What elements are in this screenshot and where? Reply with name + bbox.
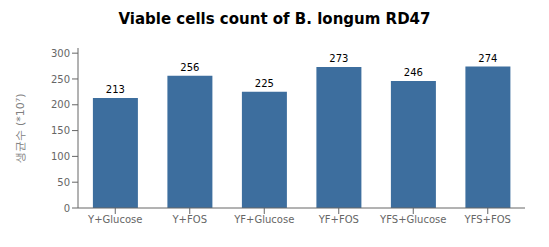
svg-text:YFS+FOS: YFS+FOS <box>464 214 511 225</box>
html-text:Viable cells count of B. longu: Viable cells count of B. longum RD47 <box>118 10 431 28</box>
svg-text:50: 50 <box>57 177 70 188</box>
svg-text:생균수 (*10⁷): 생균수 (*10⁷) <box>14 94 27 163</box>
svg-text:150: 150 <box>51 125 70 136</box>
svg-text:YF+Glucose: YF+Glucose <box>233 214 294 225</box>
svg-text:250: 250 <box>51 74 70 85</box>
svg-text:256: 256 <box>180 62 199 73</box>
svg-text:YFS+Glucose: YFS+Glucose <box>379 214 446 225</box>
svg-text:100: 100 <box>51 151 70 162</box>
svg-text:YF+FOS: YF+FOS <box>318 214 359 225</box>
svg-text:225: 225 <box>255 78 274 89</box>
svg-text:Y+FOS: Y+FOS <box>172 214 207 225</box>
svg-text:213: 213 <box>106 84 125 95</box>
svg-text:273: 273 <box>329 53 348 64</box>
svg-text:300: 300 <box>51 48 70 59</box>
svg-text:274: 274 <box>478 53 497 64</box>
svg-text:200: 200 <box>51 99 70 110</box>
svg-text:0: 0 <box>64 203 70 214</box>
svg-text:Y+Glucose: Y+Glucose <box>87 214 142 225</box>
svg-text:246: 246 <box>404 67 423 78</box>
